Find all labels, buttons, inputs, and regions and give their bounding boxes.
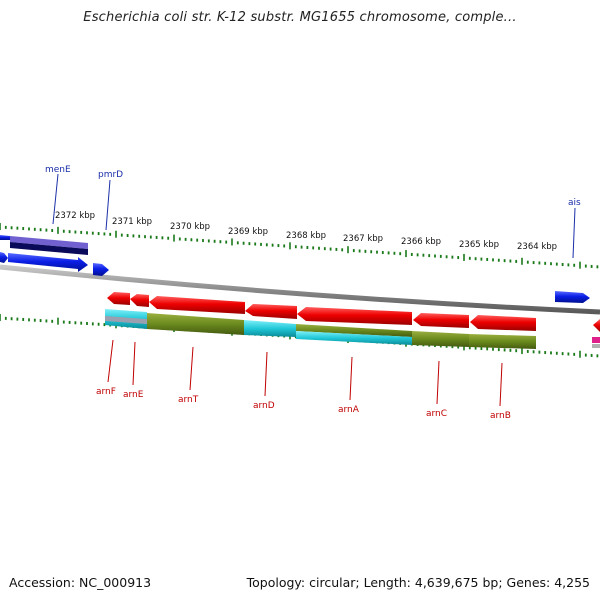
leader-line-arnd bbox=[264, 351, 268, 397]
gene-label-arnc[interactable]: arnC bbox=[426, 409, 447, 419]
reverse-strand-features bbox=[107, 292, 600, 332]
leader-line-ais bbox=[572, 207, 576, 259]
genome-summary-text: Topology: circular; Length: 4,639,675 bp… bbox=[246, 575, 590, 590]
tick-label: 2370 kbp bbox=[170, 222, 210, 232]
tick-label: 2371 kbp bbox=[112, 217, 152, 227]
gene-label-arnd[interactable]: arnD bbox=[253, 401, 275, 411]
gene-arrow-arnb[interactable] bbox=[470, 315, 536, 331]
gc-band-4 bbox=[469, 334, 536, 349]
gene-arrow-arnd[interactable] bbox=[245, 304, 297, 319]
gene-label-mene[interactable]: menE bbox=[45, 165, 71, 175]
leader-line-arnf bbox=[107, 339, 114, 383]
gene-arrow-arnt[interactable] bbox=[149, 296, 245, 314]
accession-text: Accession: NC_000913 bbox=[9, 575, 152, 590]
gene-label-arnf[interactable]: arnF bbox=[96, 387, 116, 397]
inner-feature-band bbox=[105, 309, 600, 349]
leader-line-arnt bbox=[189, 346, 194, 391]
gene-label-arnb[interactable]: arnB bbox=[490, 411, 511, 421]
gc-band-3 bbox=[412, 331, 469, 347]
gc-band-2 bbox=[296, 324, 412, 337]
leader-line-arnb bbox=[499, 362, 503, 407]
tick-label: 2372 kbp bbox=[55, 211, 95, 221]
reverse-gene-labels: arnF arnE arnT arnD arnA arnC arnB bbox=[96, 339, 511, 421]
tick-labels: 2372 kbp 2371 kbp 2370 kbp 2369 kbp 2368… bbox=[55, 211, 557, 252]
leader-line-pmrd bbox=[105, 179, 111, 231]
forward-strand-features bbox=[0, 235, 590, 303]
leader-line-mene bbox=[52, 173, 59, 225]
outer-tick-ring bbox=[0, 223, 599, 269]
map-title: Escherichia coli str. K-12 substr. MG165… bbox=[83, 10, 517, 25]
tick-label: 2369 kbp bbox=[228, 227, 268, 237]
gene-arrow-pmrd[interactable] bbox=[8, 253, 88, 272]
chromosome-backbone bbox=[0, 264, 600, 315]
cds-band-3 bbox=[296, 331, 412, 345]
tick-label: 2364 kbp bbox=[517, 242, 557, 252]
gene-arrow-ais[interactable] bbox=[555, 291, 590, 303]
gene-label-ais[interactable]: ais bbox=[568, 198, 581, 208]
forward-gene-labels: menE pmrD ais bbox=[45, 165, 581, 259]
gene-arrow-small-left[interactable] bbox=[0, 252, 8, 263]
leader-line-arnc bbox=[436, 360, 440, 405]
gray-marker bbox=[592, 344, 600, 348]
leader-line-arne bbox=[132, 341, 136, 386]
magenta-marker bbox=[592, 337, 600, 343]
gene-label-arna[interactable]: arnA bbox=[338, 405, 360, 415]
tick-label: 2367 kbp bbox=[343, 234, 383, 244]
gene-arrow-arnf[interactable] bbox=[107, 292, 130, 305]
gray-band-left bbox=[105, 316, 147, 324]
gene-bar-mene[interactable] bbox=[10, 236, 88, 249]
gene-label-pmrd[interactable]: pmrD bbox=[98, 170, 123, 180]
gene-label-arnt[interactable]: arnT bbox=[178, 395, 199, 405]
gene-arrow-arnc[interactable] bbox=[413, 313, 469, 328]
tick-label: 2365 kbp bbox=[459, 240, 499, 250]
tick-label: 2366 kbp bbox=[401, 237, 441, 247]
gene-arrow-mene[interactable] bbox=[0, 235, 10, 240]
gc-band-1 bbox=[147, 313, 244, 335]
tick-label: 2368 kbp bbox=[286, 231, 326, 241]
leader-line-arna bbox=[349, 356, 353, 401]
gene-arrow-arne[interactable] bbox=[130, 294, 149, 307]
gene-arrow-arna[interactable] bbox=[297, 307, 412, 325]
gene-arrow-right-edge[interactable] bbox=[593, 319, 600, 332]
cds-band-2 bbox=[244, 320, 296, 337]
gene-label-arne[interactable]: arnE bbox=[123, 390, 144, 400]
gene-bar-mene-dark[interactable] bbox=[10, 242, 88, 255]
gene-arrow-small-2[interactable] bbox=[93, 263, 109, 276]
